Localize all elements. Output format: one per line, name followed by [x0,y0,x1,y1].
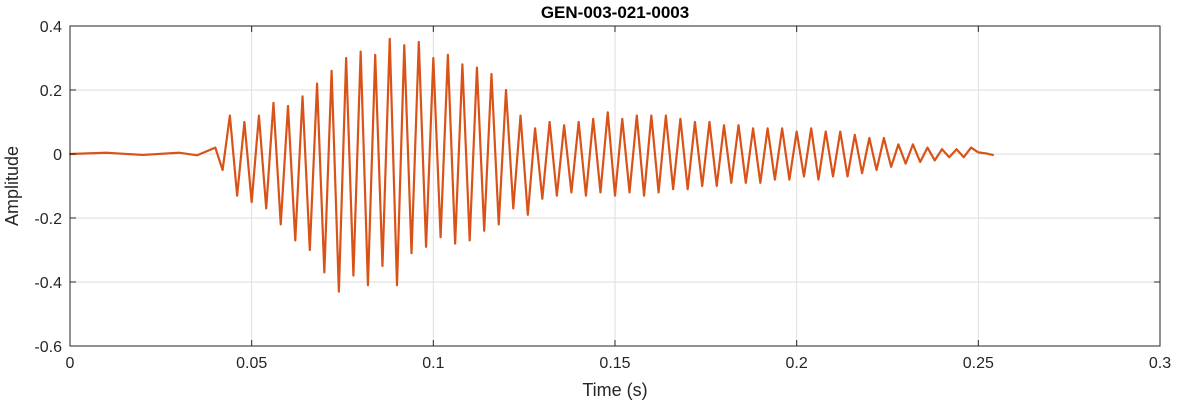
x-tick-label: 0.05 [236,355,267,372]
x-tick-label: 0.2 [786,355,808,372]
y-axis-label: Amplitude [2,146,22,226]
x-tick-label: 0.25 [963,355,994,372]
x-tick-label: 0.15 [599,355,630,372]
ticks: 0 0.05 0.1 0.15 0.2 0.25 0.3 -0.6 -0.4 -0.2 0 0.2 0.… [34,19,1171,372]
x-axis-label: Time (s) [582,380,647,400]
x-tick-label: 0.3 [1149,355,1171,372]
y-tick-label: 0 [53,147,62,164]
series-line-0 [68,37,994,293]
x-tick-label: 0.1 [422,355,444,372]
x-tick-label: 0 [66,355,75,372]
y-tick-label: 0.4 [40,19,62,36]
y-tick-label: -0.2 [34,211,62,228]
y-tick-label: -0.4 [34,275,62,292]
y-tick-label: -0.6 [34,339,62,356]
chart-title: GEN-003-021-0003 [541,3,689,22]
y-tick-label: 0.2 [40,83,62,100]
series-lines [68,37,994,293]
